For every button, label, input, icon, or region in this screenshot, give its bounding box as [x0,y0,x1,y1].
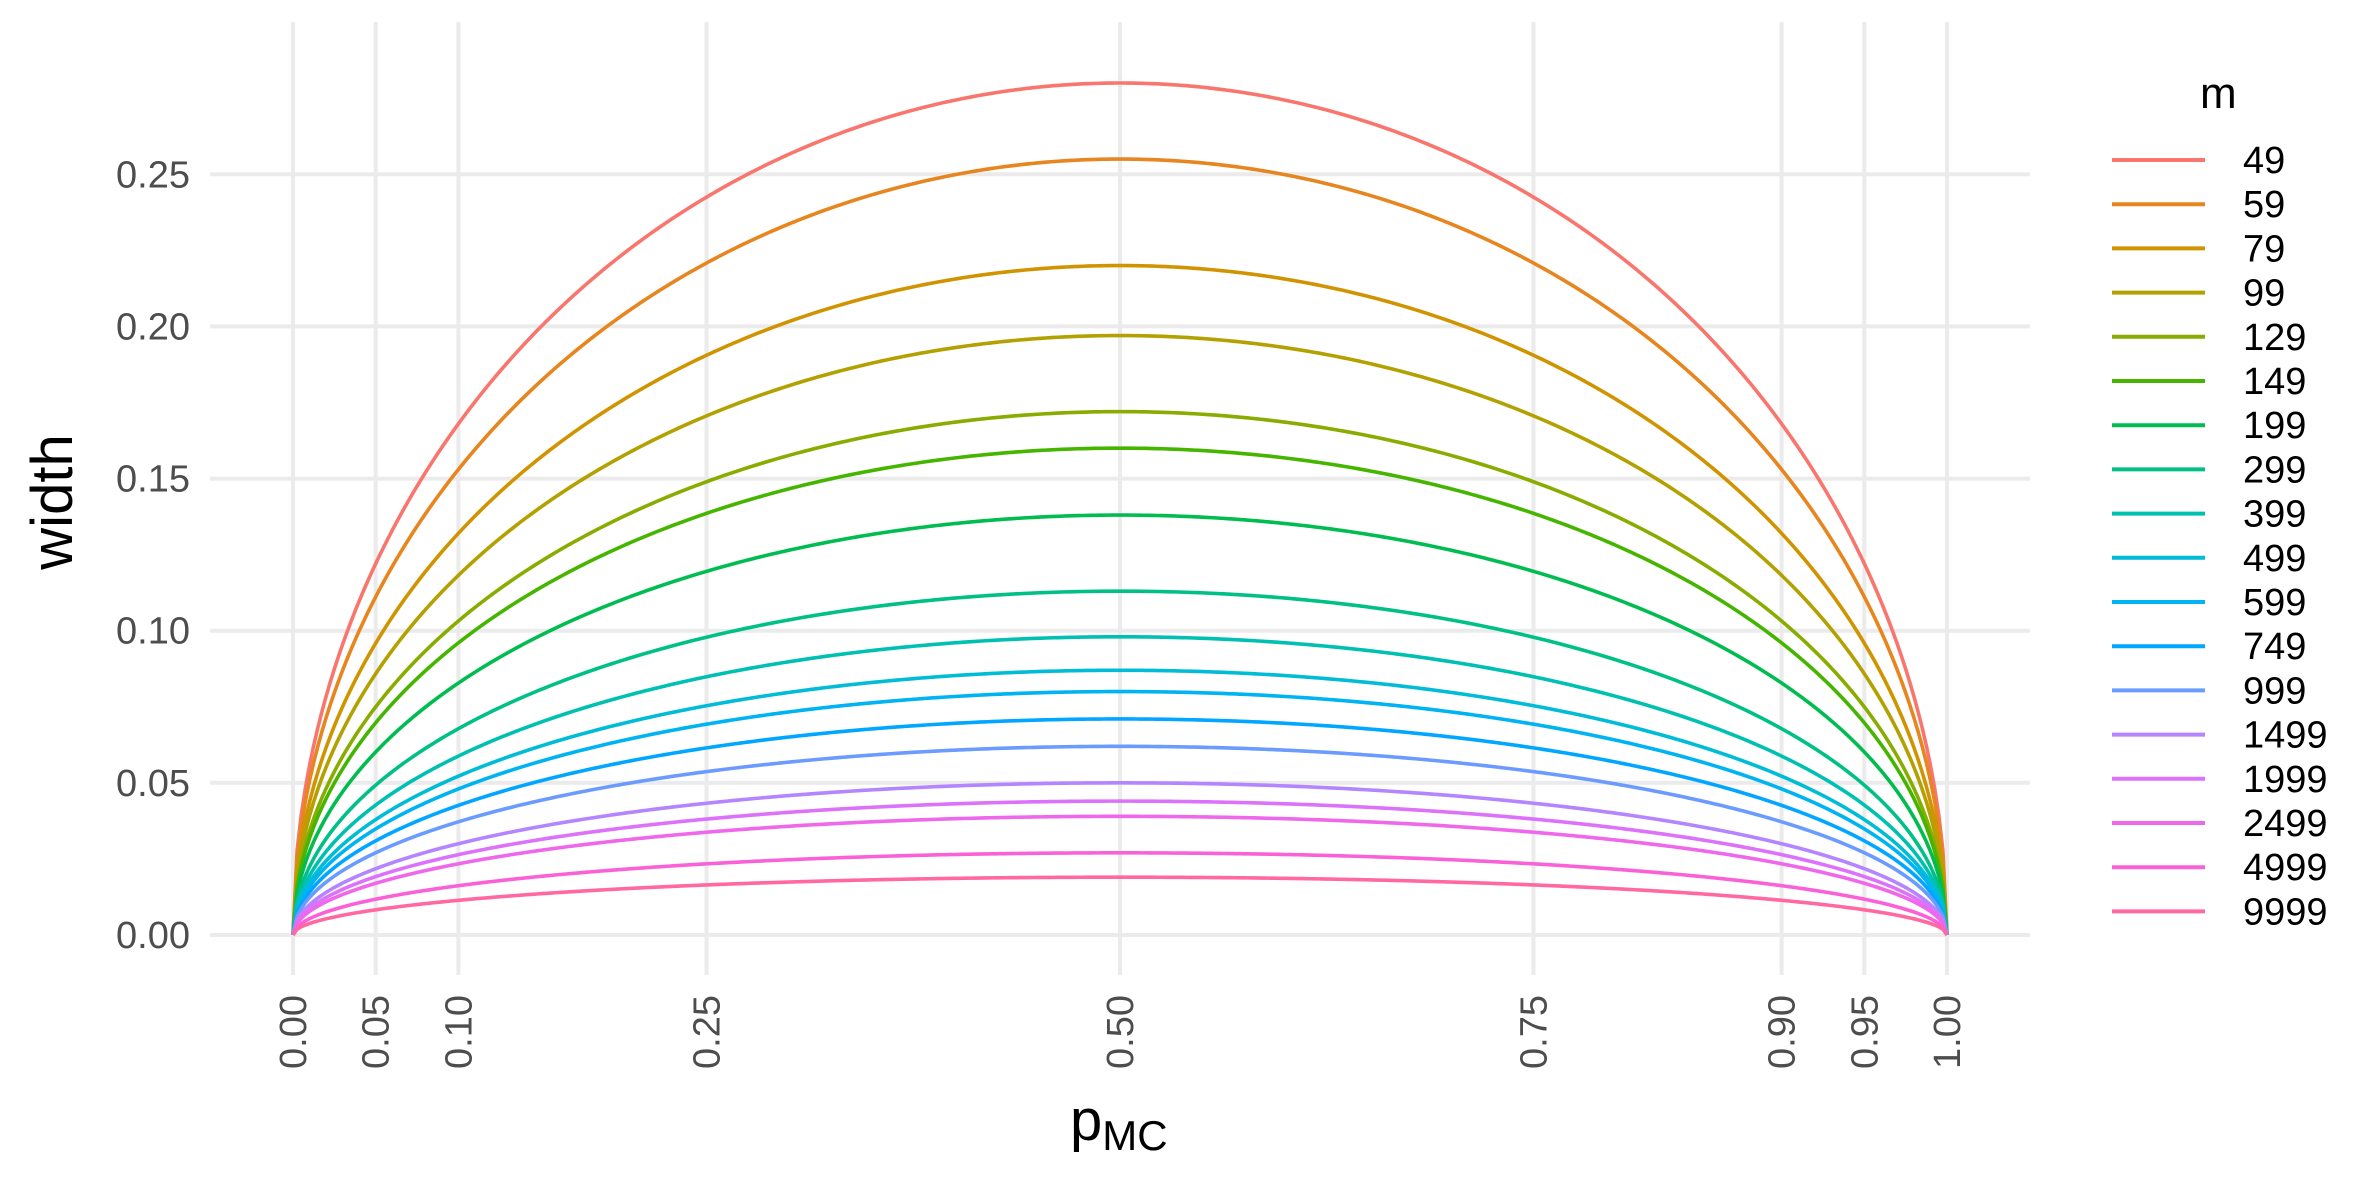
x-tick-label: 0.05 [356,995,398,1069]
y-tick-label: 0.15 [116,459,190,501]
series-line-49 [291,81,1949,936]
y-axis-title: width [20,434,85,570]
x-axis-title-main: p [1070,1088,1102,1153]
legend-label-59: 59 [2243,184,2285,226]
legend-label-599: 599 [2243,582,2306,624]
series-line-499 [291,668,1949,936]
x-tick-label: 1.00 [1927,995,1969,1069]
legend-label-999: 999 [2243,670,2306,712]
series-line-4999 [291,851,1949,936]
legend-label-1499: 1499 [2243,715,2328,757]
legend-label-79: 79 [2243,228,2285,270]
legend: m 49597999129149199299399499599749999149… [2112,69,2328,933]
y-tick-label: 0.10 [116,611,190,653]
series-line-749 [291,717,1949,936]
series-line-129 [291,409,1949,936]
legend-label-199: 199 [2243,405,2306,447]
series-line-599 [291,689,1949,936]
y-tick-label: 0.00 [116,915,190,957]
legend-label-1999: 1999 [2243,759,2328,801]
legend-label-149: 149 [2243,361,2306,403]
legend-label-99: 99 [2243,273,2285,315]
x-tick-label: 0.75 [1514,995,1556,1069]
legend-label-299: 299 [2243,449,2306,491]
series-line-149 [291,446,1949,936]
series-line-99 [291,333,1949,936]
x-axis-title-subscript: MC [1102,1112,1167,1159]
x-tick-label: 0.10 [438,995,480,1069]
x-axis-title: pMC [1070,1088,1168,1159]
series-line-199 [291,513,1949,936]
series-line-1999 [291,799,1949,936]
x-tick-label: 0.90 [1762,995,1804,1069]
series-line-79 [291,263,1949,936]
legend-label-49: 49 [2243,140,2285,182]
legend-label-749: 749 [2243,626,2306,668]
legend-label-2499: 2499 [2243,803,2328,845]
legend-label-129: 129 [2243,317,2306,359]
y-tick-label: 0.25 [116,154,190,196]
series-line-299 [291,589,1949,936]
series-line-1499 [291,781,1949,936]
x-tick-label: 0.25 [687,995,729,1069]
x-tick-label: 0.00 [273,995,315,1069]
x-axis-tick-labels: 0.00 0.05 0.10 0.25 0.50 0.75 0.90 0.95 1.00 [273,995,1969,1069]
y-tick-label: 0.05 [116,763,190,805]
series-lines [291,81,1949,937]
legend-label-499: 499 [2243,538,2306,580]
legend-label-399: 399 [2243,494,2306,536]
legend-label-4999: 4999 [2243,847,2328,889]
y-axis-tick-labels: 0.00 0.05 0.10 0.15 0.20 0.25 [116,154,190,957]
series-line-399 [291,635,1949,936]
series-line-2499 [291,814,1949,936]
series-line-59 [291,157,1949,936]
series-line-999 [291,744,1949,936]
series-line-9999 [291,875,1949,937]
legend-title: m [2200,69,2237,118]
x-tick-label: 0.50 [1100,995,1142,1069]
y-tick-label: 0.20 [116,306,190,348]
grid-lines [210,22,2030,975]
x-tick-label: 0.95 [1844,995,1886,1069]
legend-label-9999: 9999 [2243,891,2328,933]
legend-items: 4959799912914919929939949959974999914991… [2112,140,2328,933]
